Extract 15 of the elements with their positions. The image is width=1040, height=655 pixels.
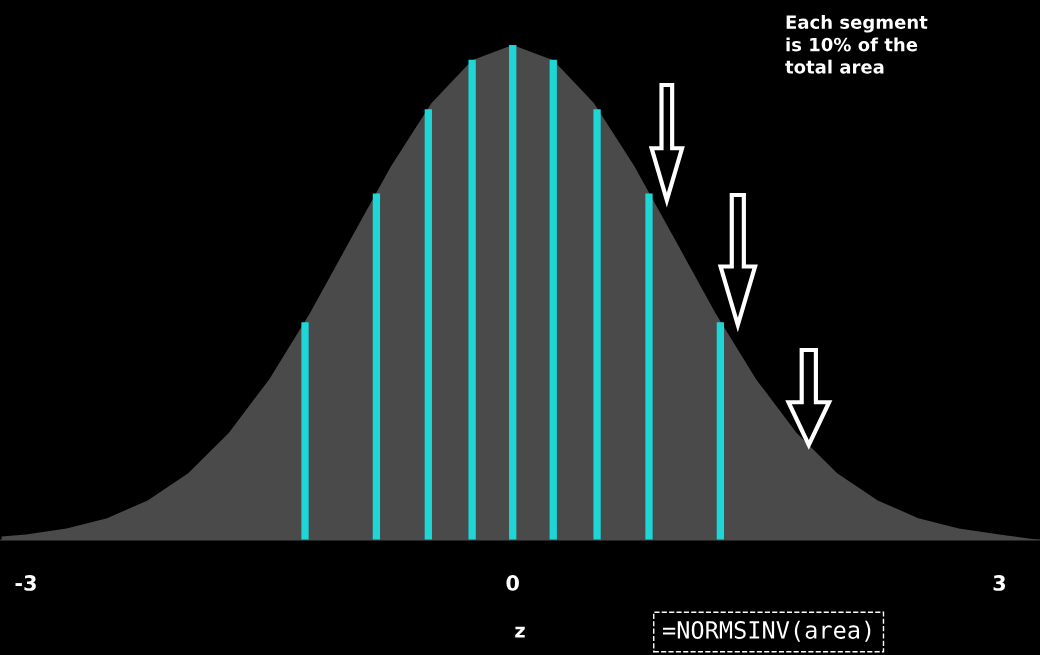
text: =NORMSINV(area)	[663, 620, 871, 642]
bar	[509, 45, 517, 540]
x-tick-label: 0	[506, 575, 519, 591]
x-tick-label: 3	[993, 575, 1006, 591]
bar	[549, 59, 557, 540]
x-tick-label: -3	[15, 575, 36, 591]
bar	[372, 193, 381, 540]
bar	[468, 59, 476, 540]
x-axis-title: z	[515, 626, 525, 638]
bar	[301, 322, 309, 540]
bar	[424, 109, 432, 540]
bar	[716, 322, 725, 540]
bar	[645, 193, 653, 540]
annotation: Each segment is 10% of the total area	[785, 15, 928, 74]
bar	[593, 109, 601, 540]
